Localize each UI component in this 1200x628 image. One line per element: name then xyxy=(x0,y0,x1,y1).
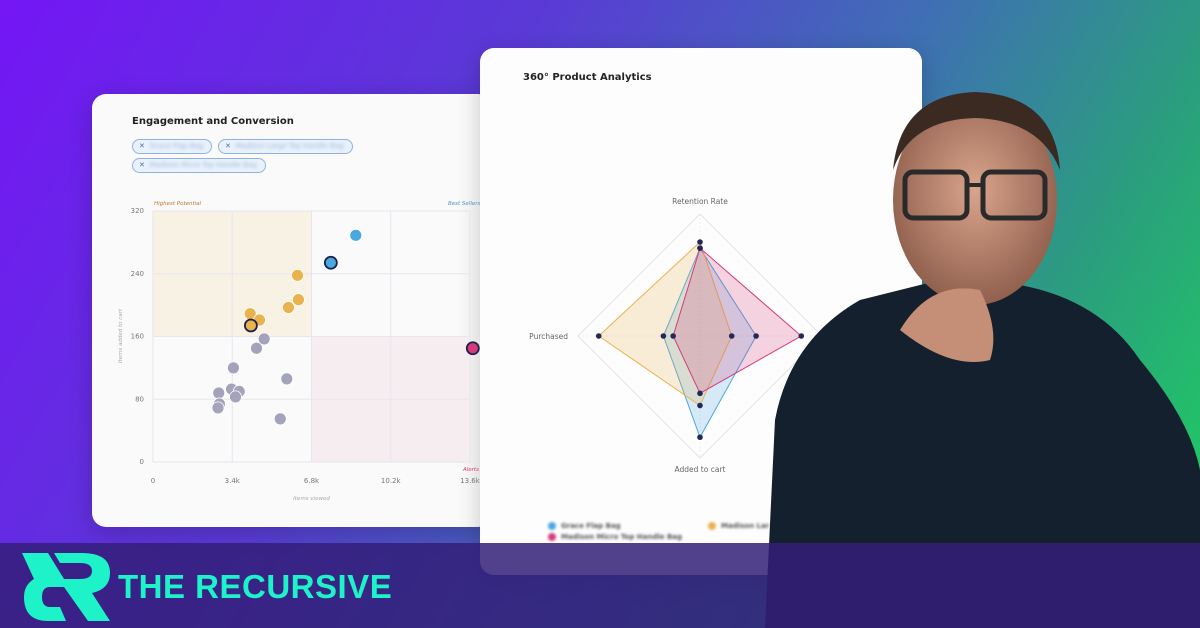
radar-point xyxy=(595,333,602,339)
radar-point xyxy=(697,390,703,397)
y-axis-label: Items added to cart xyxy=(118,308,124,363)
data-point xyxy=(243,318,258,333)
x-tick-label: 13.6k xyxy=(460,477,481,485)
radar-axis-label: Retention Rate xyxy=(672,197,728,206)
legend-item[interactable]: Madison Micro Top Handle Bag xyxy=(548,533,682,541)
card-title: 360° Product Analytics xyxy=(523,72,652,83)
x-axis-label: Items viewed xyxy=(293,496,330,502)
radar-point xyxy=(697,245,703,251)
brand-banner xyxy=(0,543,1200,628)
data-point xyxy=(229,390,242,404)
x-tick-label: 6.8k xyxy=(304,477,320,485)
data-point xyxy=(211,401,225,415)
x-tick-label: 0 xyxy=(151,477,155,485)
filter-chip[interactable]: ✕ Madison Micro Top Handle Bag xyxy=(132,158,266,173)
filter-chip[interactable]: ✕ Madison Large Top Handle Bag xyxy=(218,139,353,154)
data-point xyxy=(227,361,240,375)
radar-point xyxy=(670,333,676,339)
data-point xyxy=(282,301,295,314)
data-point xyxy=(280,372,294,386)
radar-point xyxy=(697,239,703,245)
radar-point xyxy=(798,333,805,339)
close-icon[interactable]: ✕ xyxy=(225,142,231,150)
close-icon[interactable]: ✕ xyxy=(139,161,145,169)
y-tick-label: 0 xyxy=(140,458,144,466)
x-tick-label: 3.4k xyxy=(225,477,241,485)
y-tick-label: 320 xyxy=(131,207,144,215)
y-tick-label: 80 xyxy=(135,395,144,403)
quadrant-label: Best Sellers xyxy=(448,201,481,207)
radar-grid xyxy=(577,213,823,459)
radar-point xyxy=(728,333,735,339)
y-tick-label: 240 xyxy=(131,270,144,278)
scatter-plot: 0 3.4k 6.8k 10.2k 13.6k 0 80 160 240 320 Items vie… xyxy=(118,201,481,502)
data-point xyxy=(323,255,338,270)
brand-name: THE RECURSIVE xyxy=(118,568,393,605)
y-tick-label: 160 xyxy=(131,333,144,341)
radar-point xyxy=(660,333,667,339)
card-title: Engagement and Conversion xyxy=(132,116,294,127)
radar-point xyxy=(697,402,703,409)
data-point xyxy=(465,341,480,356)
data-point xyxy=(250,341,263,355)
radar-axis-label: Purchased xyxy=(529,332,568,341)
data-point xyxy=(273,412,287,426)
recursive-logo-icon xyxy=(22,553,110,621)
x-tick-label: 10.2k xyxy=(381,477,402,485)
radar-axis-label: Added to cart xyxy=(675,465,726,474)
data-point xyxy=(257,332,271,346)
quadrant-label: Highest Potential xyxy=(154,201,202,207)
legend-item[interactable]: Grace Flap Bag xyxy=(548,522,621,530)
radar-point xyxy=(697,434,703,441)
close-icon[interactable]: ✕ xyxy=(139,142,145,150)
quadrant-label: Alerts xyxy=(462,467,479,473)
filter-chip[interactable]: ✕ Grace Flap Bag xyxy=(132,139,213,154)
legend-item[interactable]: Madison Lar xyxy=(708,522,769,530)
data-point xyxy=(291,268,304,282)
radar-point xyxy=(753,333,759,339)
data-point xyxy=(349,228,363,242)
data-point xyxy=(292,293,305,307)
